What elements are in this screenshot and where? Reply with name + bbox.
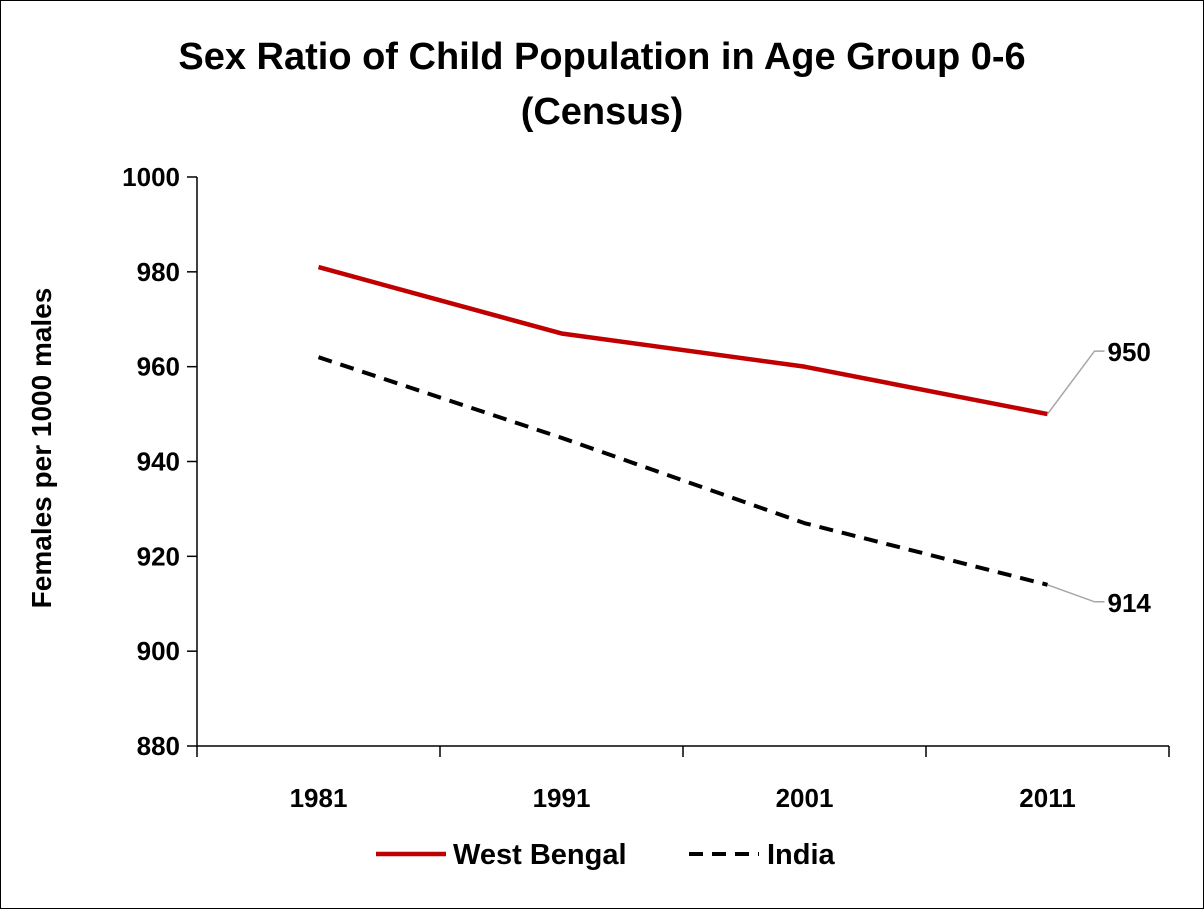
y-tick-label: 980 bbox=[137, 257, 180, 287]
chart-title-line-1: Sex Ratio of Child Population in Age Gro… bbox=[178, 36, 1025, 78]
x-tick-label: 2001 bbox=[776, 783, 834, 813]
x-tick-label: 1981 bbox=[290, 783, 348, 813]
chart-title-line-2: (Census) bbox=[521, 91, 684, 133]
series-line-west-bengal bbox=[317, 264, 1048, 417]
y-tick-label: 880 bbox=[137, 731, 180, 761]
data-label: 950 bbox=[1108, 337, 1151, 367]
y-tick-label: 960 bbox=[137, 352, 180, 382]
legend-label: India bbox=[767, 839, 836, 871]
y-tick-label: 920 bbox=[137, 541, 180, 571]
x-tick-label: 1991 bbox=[533, 783, 591, 813]
series-line-india bbox=[317, 355, 1048, 587]
axes: 880 900 920 940 960 980 1000 1981 1991 2001 2011 bbox=[122, 162, 1170, 813]
series-group bbox=[317, 264, 1048, 587]
data-label-leader bbox=[1046, 350, 1105, 415]
data-label-leader bbox=[1047, 584, 1105, 603]
legend: West Bengal India bbox=[376, 839, 836, 871]
legend-label: West Bengal bbox=[453, 839, 627, 871]
data-labels: 950 914 bbox=[1046, 337, 1152, 618]
y-tick-label: 1000 bbox=[122, 162, 180, 192]
y-axis-label: Females per 1000 males bbox=[26, 288, 57, 609]
data-label: 914 bbox=[1108, 588, 1152, 618]
y-tick-label: 900 bbox=[137, 636, 180, 666]
x-tick-label: 2011 bbox=[1019, 783, 1075, 813]
y-tick-label: 940 bbox=[137, 447, 180, 477]
